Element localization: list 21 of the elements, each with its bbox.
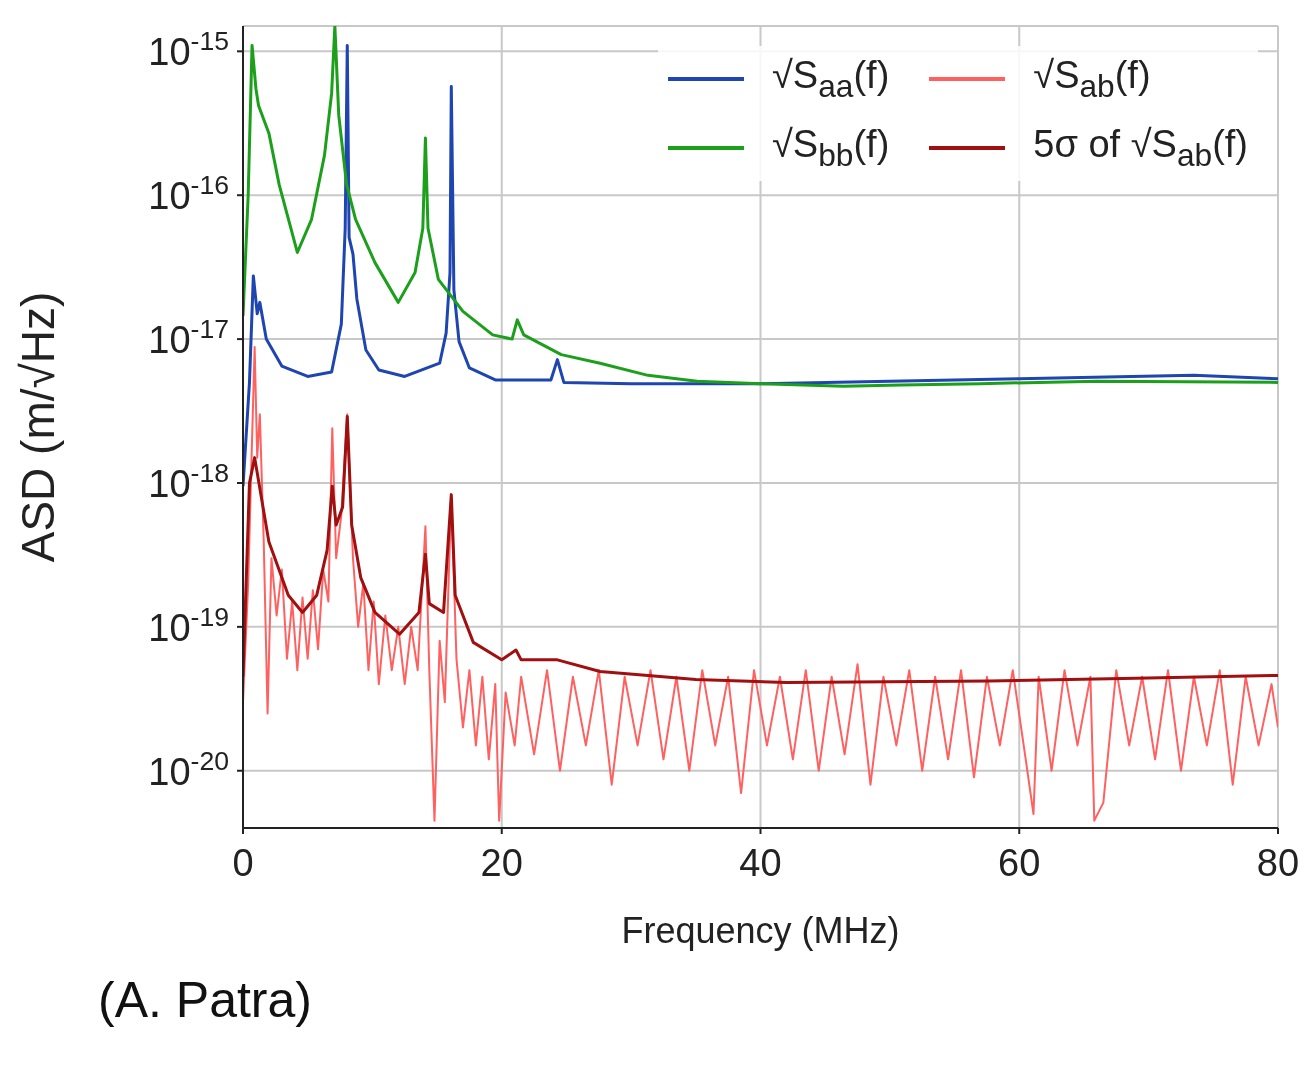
y-tick-label: 10$^{-15}$	[148, 26, 229, 74]
line-series	[243, 43, 1278, 488]
legend-label: √S$_{ab}$(f)	[1033, 54, 1151, 105]
y-tick-label: 10$^{-20}$	[148, 745, 229, 793]
x-tick-label: 0	[232, 842, 254, 884]
y-tick-label: 10$^{-17}$	[148, 314, 229, 362]
x-tick-label: 80	[1256, 842, 1300, 884]
x-axis-title: Frequency (MHz)	[621, 910, 900, 951]
y-tick-label: 10$^{-16}$	[148, 170, 229, 218]
legend-label: √S$_{aa}$(f)	[772, 54, 890, 105]
legend-label: 5σ of √S$_{ab}$(f)	[1033, 122, 1248, 174]
line-series	[243, 346, 1278, 822]
legend-label: √S$_{bb}$(f)	[772, 122, 890, 174]
text: (A. Patra)	[98, 971, 312, 1029]
y-tick-label: 10$^{-18}$	[148, 457, 229, 505]
line-series	[243, 414, 1278, 685]
y-tick-label: 10$^{-19}$	[148, 601, 229, 649]
x-tick-label: 40	[739, 842, 782, 884]
x-tick-label: 60	[998, 842, 1041, 884]
x-tick-label: 20	[480, 842, 523, 884]
y-axis-title: ASD (m/√Hz)	[12, 291, 65, 563]
